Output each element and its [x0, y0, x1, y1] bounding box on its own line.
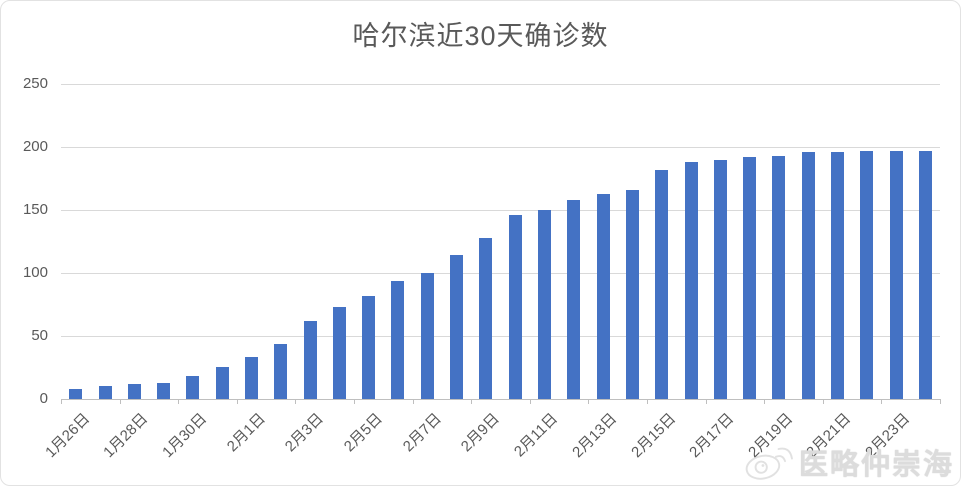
- bar: [801, 152, 815, 399]
- bar: [245, 357, 258, 399]
- gridline: [61, 210, 940, 211]
- bar: [567, 200, 581, 399]
- x-tick-label: 2月9日: [457, 410, 503, 456]
- x-axis-tick: [412, 399, 414, 404]
- gridline: [61, 273, 940, 274]
- y-tick-label: 200: [22, 138, 48, 155]
- y-tick-label: 0: [39, 390, 48, 407]
- x-tick-label: 1月28日: [100, 410, 152, 462]
- bar: [655, 170, 669, 399]
- bar: [508, 215, 522, 399]
- y-tick-label: 100: [22, 264, 48, 281]
- x-tick-label: 2月17日: [686, 410, 738, 462]
- x-axis-tick: [236, 399, 238, 404]
- x-tick-label: 1月26日: [41, 410, 93, 462]
- x-tick-label: 2月1日: [223, 410, 269, 456]
- bar: [537, 210, 551, 399]
- bar: [713, 160, 727, 399]
- gridline: [61, 147, 940, 148]
- x-axis-tick: [354, 399, 355, 404]
- bar: [596, 194, 610, 399]
- x-tick-label: 2月5日: [340, 410, 386, 456]
- x-tick-label: 2月19日: [745, 410, 797, 462]
- bar: [98, 386, 112, 399]
- bar: [420, 273, 434, 399]
- x-tick-label: 2月7日: [399, 410, 445, 456]
- gridline: [61, 336, 940, 337]
- bar: [303, 321, 317, 399]
- x-axis-tick: [529, 399, 531, 404]
- bar: [625, 190, 639, 399]
- bar: [450, 255, 464, 399]
- bar: [831, 152, 844, 399]
- bar: [391, 281, 405, 399]
- x-tick-label: 2月15日: [627, 410, 679, 462]
- x-tick-label: 2月13日: [569, 410, 621, 462]
- x-tick-label: 2月11日: [511, 410, 562, 461]
- x-axis-tick: [764, 399, 766, 404]
- x-axis-tick: [881, 399, 883, 404]
- y-tick-label: 250: [22, 75, 48, 92]
- chart-title: 哈尔滨近30天确诊数: [352, 21, 609, 51]
- bar: [332, 307, 346, 399]
- bar: [860, 151, 874, 399]
- bar: [186, 376, 200, 399]
- bar: [127, 384, 141, 399]
- x-axis-tick: [940, 399, 941, 404]
- y-tick-label: 150: [22, 201, 48, 218]
- x-tick-label: 2月23日: [862, 410, 914, 462]
- y-tick-label: 50: [31, 327, 48, 344]
- bar: [684, 162, 698, 399]
- x-axis-line: [61, 399, 940, 400]
- x-axis-tick: [119, 399, 121, 404]
- x-tick-label: 2月3日: [282, 410, 328, 456]
- bar: [772, 156, 786, 399]
- x-axis-tick: [647, 399, 648, 404]
- x-axis-tick: [705, 399, 707, 404]
- x-axis-tick: [61, 399, 62, 404]
- x-axis-tick: [295, 399, 297, 404]
- x-tick-label: 2月21日: [803, 410, 855, 462]
- x-tick-label: 1月30日: [159, 410, 211, 462]
- bar: [215, 367, 229, 399]
- x-axis-tick: [178, 399, 180, 404]
- bar: [479, 238, 493, 399]
- bar: [274, 344, 288, 399]
- bar: [362, 296, 376, 399]
- gridline: [61, 84, 940, 85]
- bar: [918, 151, 932, 399]
- x-axis-tick: [588, 399, 590, 404]
- bar: [743, 157, 756, 399]
- bar: [157, 383, 171, 399]
- bar: [889, 151, 903, 399]
- bar: [69, 389, 83, 399]
- x-axis-tick: [471, 399, 473, 404]
- x-axis-tick: [822, 399, 824, 404]
